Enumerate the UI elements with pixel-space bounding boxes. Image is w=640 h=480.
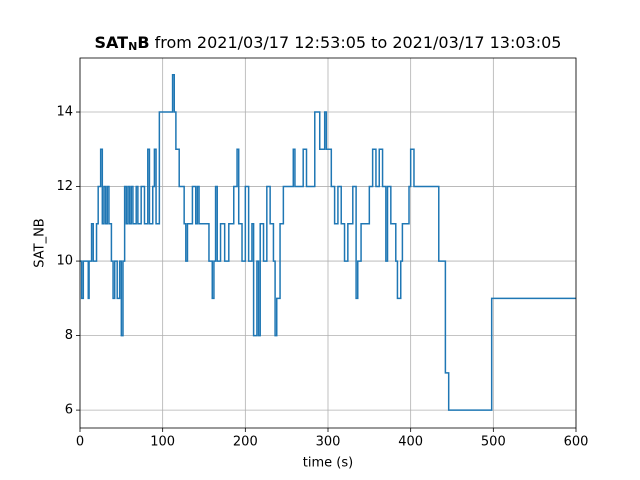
x-tick-label: 200 — [233, 435, 258, 450]
y-tick-label: 14 — [56, 105, 73, 120]
y-tick-label: 6 — [65, 403, 73, 418]
x-tick-label: 100 — [150, 435, 175, 450]
x-tick-label: 300 — [316, 435, 341, 450]
x-axis-label: time (s) — [303, 456, 353, 471]
title-bold-after: B — [137, 33, 149, 52]
x-tick-label: 600 — [564, 435, 589, 450]
data-line — [80, 74, 576, 411]
x-tick-label: 0 — [76, 435, 84, 450]
title-subscript: N — [128, 40, 137, 53]
title-bold: SAT — [95, 33, 129, 52]
y-tick-label: 12 — [56, 179, 73, 194]
y-tick-label: 8 — [65, 328, 73, 343]
y-tick-label: 10 — [56, 254, 73, 269]
chart-title: SATNB from 2021/03/17 12:53:05 to 2021/0… — [95, 33, 562, 54]
x-tick-label: 400 — [398, 435, 423, 450]
y-axis-label: SAT_NB — [33, 218, 48, 267]
title-rest: from 2021/03/17 12:53:05 to 2021/03/17 1… — [150, 33, 562, 52]
plot-frame — [79, 57, 577, 429]
x-tick-label: 500 — [481, 435, 506, 450]
